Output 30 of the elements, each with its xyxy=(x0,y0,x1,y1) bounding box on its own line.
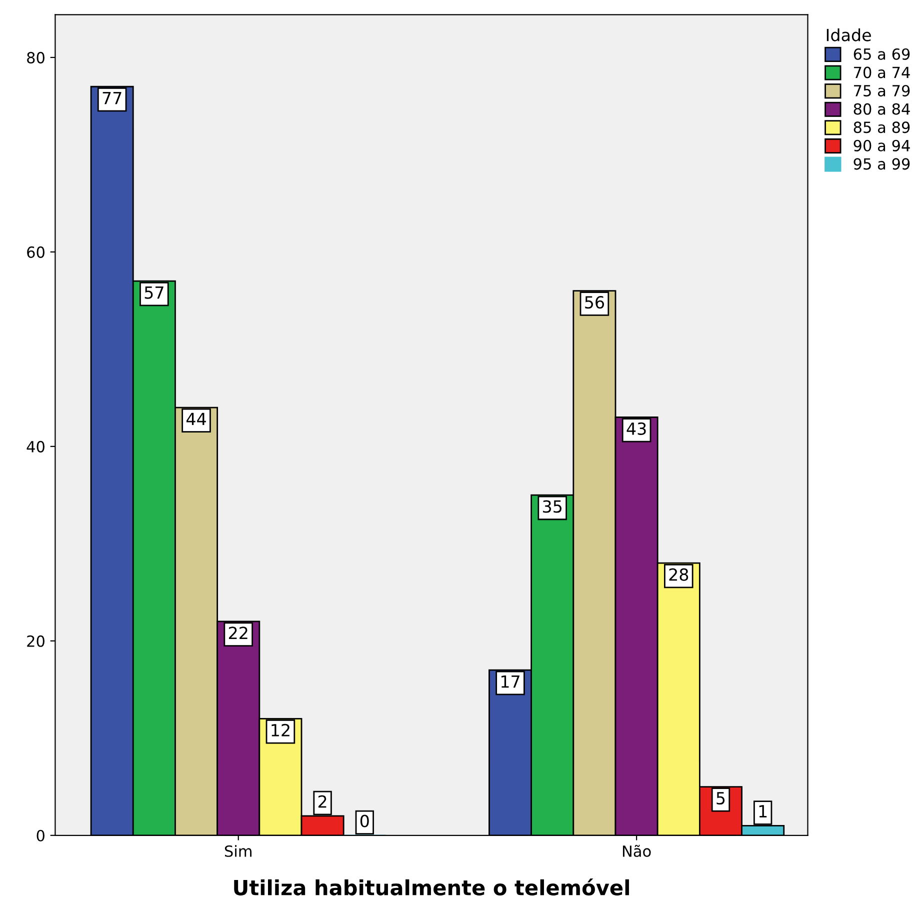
data-label: 35 xyxy=(543,500,562,513)
x-axis-title: Utiliza habitualmente o telemóvel xyxy=(234,878,629,896)
legend-title: Idade xyxy=(826,28,871,42)
legend-label: 90 a 94 xyxy=(854,140,910,152)
data-label: 44 xyxy=(186,412,206,426)
legend-label: 80 a 84 xyxy=(854,103,910,115)
y-tick-label: 60 xyxy=(27,246,44,258)
data-label: 43 xyxy=(626,422,646,436)
y-tick-label: 20 xyxy=(27,635,44,647)
data-label: 12 xyxy=(272,724,290,736)
x-tick-label: Sim xyxy=(224,845,252,857)
data-label: 2 xyxy=(318,795,326,808)
data-label: 1 xyxy=(759,805,767,818)
data-label: 5 xyxy=(716,792,725,805)
data-label: 22 xyxy=(228,626,248,639)
legend-label: 75 a 79 xyxy=(854,84,910,96)
x-tick-label: Não xyxy=(622,844,651,857)
y-tick-label: 0 xyxy=(36,830,44,842)
data-label: 17 xyxy=(501,675,520,688)
data-label: 57 xyxy=(144,286,164,299)
data-label: 56 xyxy=(585,296,604,309)
legend-label: 85 a 89 xyxy=(854,122,910,134)
y-tick-label: 40 xyxy=(26,440,44,452)
data-label: 28 xyxy=(669,568,688,581)
data-label: 77 xyxy=(102,92,122,104)
y-tick-label: 80 xyxy=(27,52,44,64)
legend-label: 95 a 99 xyxy=(854,158,910,170)
legend-label: 65 a 69 xyxy=(854,48,910,60)
legend-label: 70 a 74 xyxy=(854,66,910,78)
data-label: 0 xyxy=(360,814,369,828)
